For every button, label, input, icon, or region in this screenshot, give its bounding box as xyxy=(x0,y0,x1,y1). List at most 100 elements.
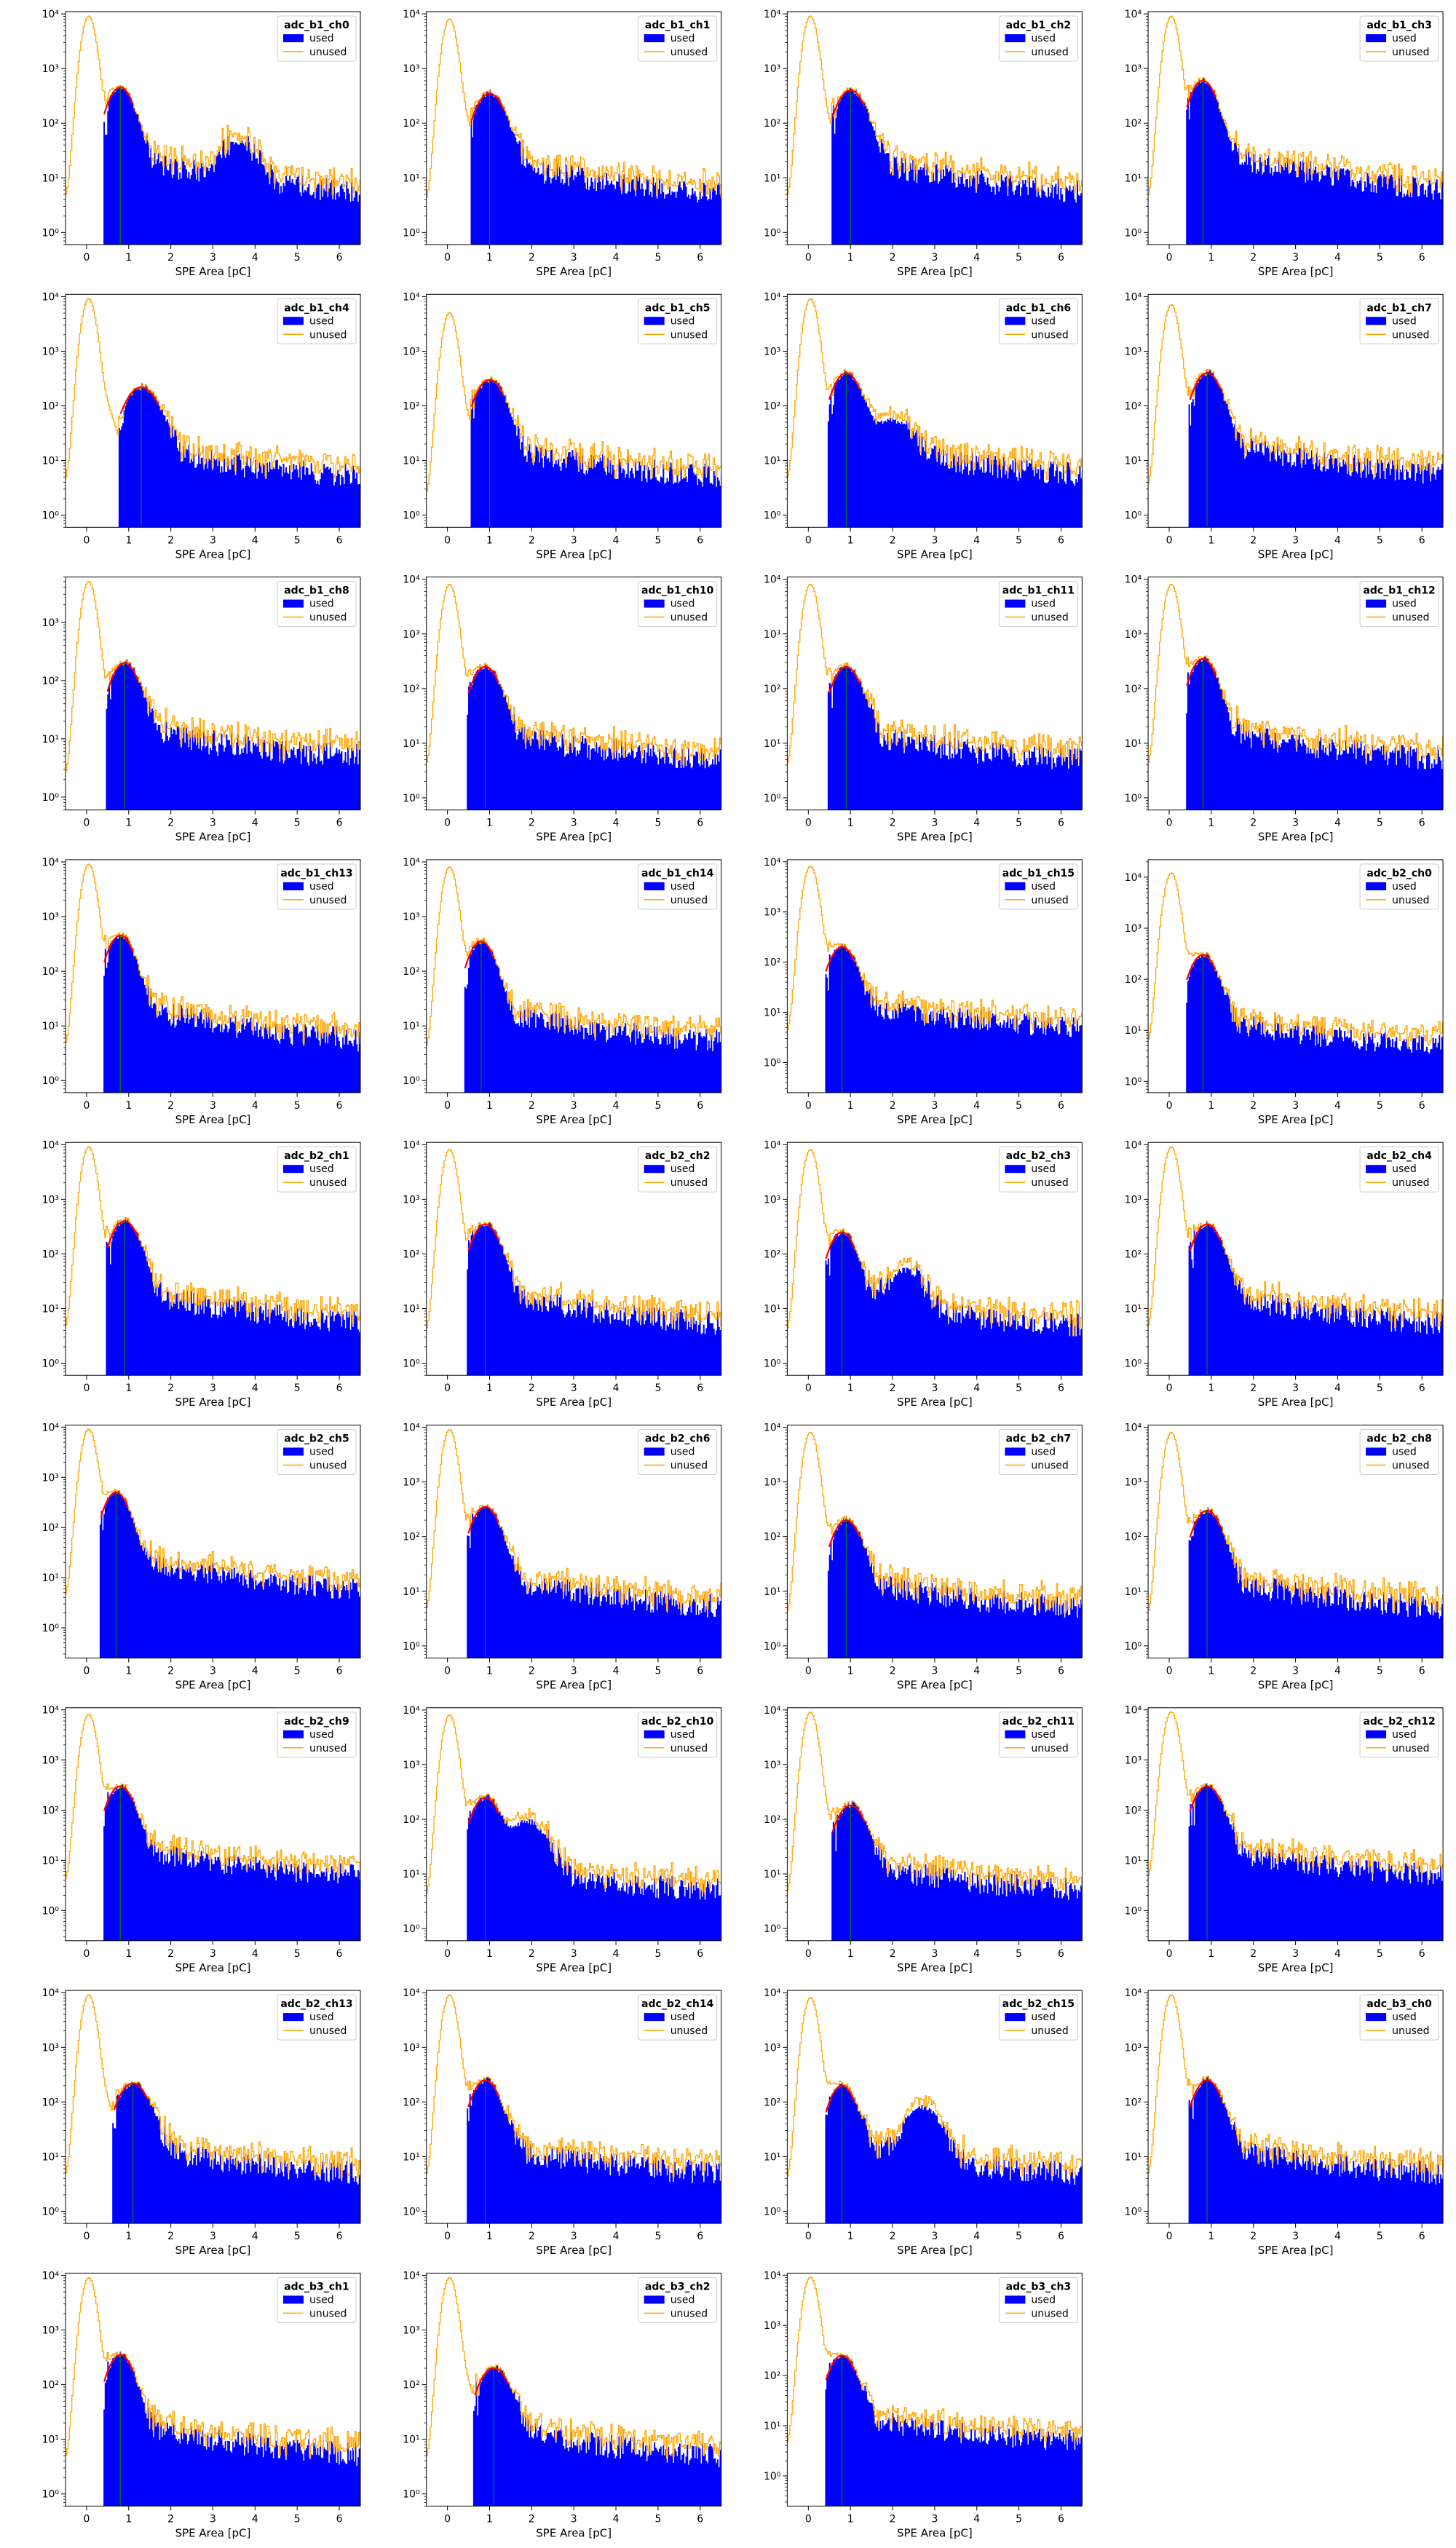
x-tick-label: 2 xyxy=(1250,818,1257,829)
gaussian-fit-curve xyxy=(474,2367,510,2396)
x-tick-label: 6 xyxy=(336,1382,343,1394)
x-tick-label: 1 xyxy=(1208,1948,1214,1960)
y-tick-label: 10¹ xyxy=(403,1021,419,1032)
unused-histogram-line xyxy=(426,866,721,1046)
y-tick-label: 10³ xyxy=(1125,1194,1142,1206)
legend-used-label: used xyxy=(670,881,695,893)
x-tick-label: 5 xyxy=(654,2513,661,2525)
x-tick-label: 1 xyxy=(125,818,132,829)
x-tick-label: 5 xyxy=(654,252,661,264)
legend-box xyxy=(1359,1429,1439,1475)
unused-histogram-line xyxy=(1148,1146,1444,1329)
histogram-panel: 0 1 2 3 4 5 6 SPE Area [pC] 10⁰ 10¹ 10² 10³ 10⁴ adc_b… xyxy=(42,1987,361,2257)
y-tick-label: 10⁰ xyxy=(1125,1641,1142,1653)
used-histogram-bars xyxy=(825,1229,1083,1376)
legend-unused-label: unused xyxy=(670,47,708,58)
histogram-panel: 0 1 2 3 4 5 6 SPE Area [pC] 10⁰ 10¹ 10² 10³ 10⁴ adc_b… xyxy=(403,291,722,561)
histogram-panel: 0 1 2 3 4 5 6 SPE Area [pC] 10⁰ 10¹ 10² 10³ 10⁴ adc_b… xyxy=(764,1705,1083,1974)
legend-unused-label: unused xyxy=(309,1743,347,1754)
y-tick-label: 10⁰ xyxy=(403,1358,420,1370)
legend-used-label: used xyxy=(309,881,334,893)
y-tick-label: 10⁰ xyxy=(403,2489,420,2501)
x-tick-label: 5 xyxy=(654,818,661,829)
legend-used-label: used xyxy=(309,1447,334,1458)
legend-used-swatch xyxy=(644,34,665,42)
legend-title: adc_b2_ch2 xyxy=(645,1150,711,1162)
used-histogram-bars xyxy=(464,938,721,1093)
unused-histogram-line xyxy=(426,312,721,491)
y-tick-label: 10¹ xyxy=(42,2151,59,2163)
x-tick-label: 4 xyxy=(973,1382,980,1394)
y-tick-label: 10¹ xyxy=(1125,1303,1142,1315)
x-tick-label: 4 xyxy=(1334,2231,1341,2242)
x-tick-label: 3 xyxy=(210,818,216,829)
plot-area xyxy=(787,298,1083,528)
y-tick-label: 10⁴ xyxy=(42,9,60,20)
x-tick-label: 5 xyxy=(1016,818,1022,829)
histogram-panel: 0 1 2 3 4 5 6 SPE Area [pC] 10⁰ 10¹ 10² 10³ 10⁴ adc_b… xyxy=(764,1423,1083,1692)
y-tick-label: 10³ xyxy=(403,2325,419,2337)
gaussian-fit-curve xyxy=(106,1220,139,1249)
legend-unused-label: unused xyxy=(670,612,708,624)
plot-area xyxy=(1148,304,1444,528)
x-tick-label: 5 xyxy=(294,1948,301,1960)
legend-box xyxy=(1359,1146,1439,1192)
y-tick-label: 10⁴ xyxy=(42,1139,60,1151)
plot-area xyxy=(1148,584,1444,810)
x-tick-label: 2 xyxy=(1250,1100,1257,1112)
y-tick-label: 10⁰ xyxy=(42,2206,60,2217)
x-tick-label: 0 xyxy=(805,534,812,546)
legend-unused-label: unused xyxy=(1031,1177,1068,1189)
unused-histogram-line xyxy=(66,298,360,478)
histogram-panel: 0 1 2 3 4 5 6 SPE Area [pC] 10⁰ 10¹ 10² 10³ 10⁴ adc_b… xyxy=(1125,1987,1444,2257)
x-tick-label: 2 xyxy=(890,1666,896,1677)
y-tick-label: 10⁴ xyxy=(764,1139,781,1151)
y-tick-label: 10² xyxy=(764,118,780,130)
x-tick-label: 4 xyxy=(1334,534,1341,546)
legend-title: adc_b2_ch0 xyxy=(1366,868,1432,879)
legend-unused-label: unused xyxy=(1031,1460,1068,1472)
histogram-panel: 0 1 2 3 4 5 6 SPE Area [pC] 10⁰ 10¹ 10² 10³ 10⁴ adc_b… xyxy=(1125,1423,1444,1692)
histogram-panel: 0 1 2 3 4 5 6 SPE Area [pC] 10⁰ 10¹ 10² 10³ adc_b1_c… xyxy=(42,577,361,844)
x-tick-label: 0 xyxy=(83,2513,90,2525)
legend-title: adc_b1_ch14 xyxy=(641,868,714,879)
used-histogram-bars xyxy=(827,1517,1083,1658)
legend-title: adc_b1_ch10 xyxy=(641,585,714,597)
legend-used-label: used xyxy=(670,1163,695,1175)
legend-unused-label: unused xyxy=(1392,2025,1429,2037)
gaussian-fit-curve xyxy=(825,2354,855,2381)
x-tick-label: 6 xyxy=(1419,2231,1425,2242)
legend-box xyxy=(638,2276,718,2323)
unused-histogram-line xyxy=(426,1149,721,1329)
x-tick-label: 5 xyxy=(294,1100,301,1112)
y-tick-label: 10³ xyxy=(403,1194,419,1206)
histogram-panel: 0 1 2 3 4 5 6 SPE Area [pC] 10⁰ 10¹ 10² 10³ 10⁴ adc_b… xyxy=(764,9,1083,278)
y-tick-label: 10² xyxy=(764,684,780,695)
x-tick-label: 3 xyxy=(931,534,938,546)
gaussian-fit-curve xyxy=(1189,1509,1222,1538)
unused-histogram-line xyxy=(1148,872,1444,1048)
unused-histogram-line xyxy=(787,1997,1083,2177)
gaussian-fit-curve xyxy=(467,1506,499,1534)
y-tick-label: 10⁰ xyxy=(1125,1076,1142,1088)
y-tick-label: 10² xyxy=(42,118,59,130)
x-tick-label: 1 xyxy=(125,1100,132,1112)
x-tick-label: 2 xyxy=(529,252,535,264)
y-tick-label: 10¹ xyxy=(1125,1586,1142,1598)
legend-used-label: used xyxy=(309,1729,334,1741)
x-tick-label: 1 xyxy=(847,1382,854,1394)
legend-used-label: used xyxy=(1392,315,1417,327)
used-histogram-bars xyxy=(831,1800,1083,1941)
legend-unused-label: unused xyxy=(670,1460,708,1472)
x-tick-label: 1 xyxy=(486,1100,493,1112)
y-tick-label: 10⁴ xyxy=(1125,291,1142,303)
x-tick-label: 6 xyxy=(336,1100,343,1112)
y-tick-label: 10⁰ xyxy=(42,1905,60,1917)
y-tick-label: 10² xyxy=(403,401,419,413)
y-tick-label: 10⁰ xyxy=(42,227,60,239)
x-tick-label: 6 xyxy=(336,252,343,264)
x-tick-label: 2 xyxy=(167,1666,174,1677)
